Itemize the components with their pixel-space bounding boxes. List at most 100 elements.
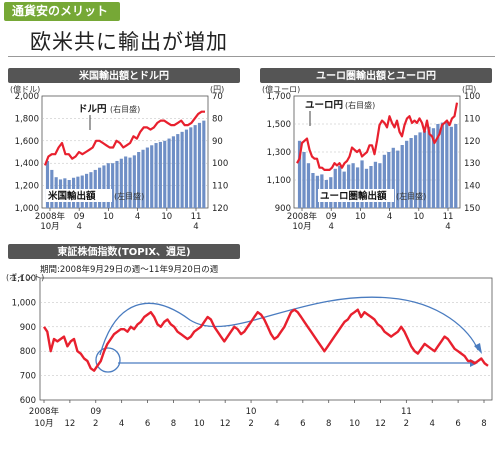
chart-2-bar xyxy=(413,135,418,208)
chart-2-bar xyxy=(445,121,449,208)
chart-2-bar-label: ユーロ圏輸出額 xyxy=(320,190,387,202)
chart-1-bar xyxy=(137,152,141,208)
chart-1-bar xyxy=(167,138,171,208)
chart-1-right-unit: (円) xyxy=(210,85,224,94)
chart-3-x-tick-label: 8 xyxy=(326,419,331,429)
chart-3-x-tick-label: 8 xyxy=(171,419,176,429)
chart-3-y-unit: (ポイント) xyxy=(6,273,44,282)
chart-2-bar xyxy=(378,163,382,208)
chart-3-x-tick-label: 09 xyxy=(90,407,101,417)
chart-1-left-tick-label: 1,000 xyxy=(15,204,39,214)
chart-3-low-point-circle xyxy=(95,347,121,373)
chart-3-x-tick-label: 6 xyxy=(145,419,150,429)
chart-2-bar xyxy=(405,140,409,208)
chart-2-bar xyxy=(333,168,337,208)
chart-2-bar xyxy=(440,122,445,208)
chart-2-x-tick-label: 4 xyxy=(328,222,333,232)
chart-1-x-tick-label: 4 xyxy=(76,222,81,232)
chart-3-trend-arrow-curve xyxy=(99,296,479,356)
chart-1-bar-label: 米国輸出額 xyxy=(47,190,96,202)
chart-2-bar xyxy=(373,161,378,208)
chart-2-x-tick-label: 2008年 xyxy=(287,211,318,222)
chart-1-bar xyxy=(176,134,180,208)
chart-2-x-tick-label: 4 xyxy=(445,222,450,232)
chart-3-title: 東証株価指数(TOPIX、週足) xyxy=(57,245,190,258)
chart-1-bar xyxy=(163,140,167,208)
chart-3-x-tick-label: 2008年 xyxy=(29,406,60,417)
chart-2-line xyxy=(296,102,459,171)
chart-1-left-tick-label: 1,400 xyxy=(15,159,39,169)
chart-2-left-tick-label: 900 xyxy=(275,204,291,214)
chart-2-bar-label-note: (左目盛) xyxy=(396,191,426,201)
chart-1-bar xyxy=(132,155,136,208)
chart-3-y-tick-label: 600 xyxy=(20,396,36,406)
chart-2-right-tick-label: 130 xyxy=(464,159,480,169)
chart-2-bar-label-bg xyxy=(318,189,394,202)
chart-2-bar xyxy=(449,126,453,208)
chart-2-bar xyxy=(436,124,440,208)
chart-2-line-label-note: (右目盛) xyxy=(345,100,375,110)
chart-2-right-tick-label: 140 xyxy=(464,182,480,192)
chart-2-bar xyxy=(418,132,422,208)
chart-3-subtitle: 期間:2008年9月29日の週〜11年9月20日の週 xyxy=(40,264,219,275)
chart-1-right-tick-label: 100 xyxy=(212,159,228,169)
chart-1-right-tick-label: 70 xyxy=(212,92,223,102)
chart-3-x-tick-label: 6 xyxy=(300,419,305,429)
chart-1-bar xyxy=(111,163,115,208)
chart-1-bar xyxy=(189,127,193,208)
chart-2-bar xyxy=(387,152,391,208)
chart-1-left-tick-label: 1,600 xyxy=(15,137,39,147)
chart-1-x-tick-label: 10 xyxy=(103,212,114,222)
chart-1-bar xyxy=(102,165,106,208)
chart-2-bar xyxy=(431,128,436,208)
chart-3-frame xyxy=(39,277,493,401)
chart-1-bar-label-bg xyxy=(46,189,112,202)
chart-1-bar xyxy=(184,129,189,208)
headline-divider xyxy=(8,56,495,57)
chart-3-x-tick-label: 4 xyxy=(430,419,435,429)
chart-1-bar xyxy=(98,167,102,208)
chart-1-line xyxy=(43,110,205,166)
chart-2-bar xyxy=(338,166,342,208)
chart-1-title: 米国輸出額とドル円 xyxy=(79,69,169,82)
chart-1-title-bg xyxy=(8,68,240,83)
chart-2-bar xyxy=(364,168,369,208)
chart-3-line xyxy=(43,308,489,372)
chart-2-bar xyxy=(400,145,404,208)
chart-3-x-tick-label: 4 xyxy=(119,419,124,429)
chart-2-x-tick-label: 09 xyxy=(326,212,337,222)
chart-3-x-tick-label: 6 xyxy=(455,419,460,429)
chart-1-x-tick-label: 10 xyxy=(161,212,172,222)
chart-2-bar xyxy=(454,124,458,208)
chart-2-bar xyxy=(409,138,413,208)
chart-1-bar xyxy=(158,141,162,208)
chart-3-x-tick-label: 2 xyxy=(93,419,98,429)
chart-2-bar xyxy=(351,163,355,208)
chart-2-bar xyxy=(311,173,315,208)
chart-1-bar xyxy=(141,149,145,208)
chart-1-x-tick-label: 4 xyxy=(135,212,140,222)
chart-1-bar xyxy=(180,131,184,208)
chart-2-right-tick-label: 150 xyxy=(464,204,480,214)
chart-2-left-tick-label: 1,100 xyxy=(267,176,291,186)
chart-3-x-tick-label: 2 xyxy=(248,419,253,429)
chart-1-left-tick-label: 1,200 xyxy=(15,182,39,192)
chart-3-x-tick-label: 8 xyxy=(481,419,486,429)
chart-3-y-tick-label: 800 xyxy=(20,347,36,357)
chart-3-x-tick-label: 11 xyxy=(401,407,412,417)
chart-3-x-tick-label: 12 xyxy=(375,419,386,429)
chart-2-x-tick-label: 10 xyxy=(413,212,424,222)
chart-1-x-tick-label: 4 xyxy=(193,222,198,232)
chart-2-right-tick-label: 110 xyxy=(464,114,480,124)
chart-1-bar xyxy=(128,157,132,208)
section-tag: 通貨安のメリット xyxy=(4,2,121,21)
chart-3-title-bg xyxy=(8,244,240,259)
chart-2-title: ユーロ圏輸出額とユーロ円 xyxy=(316,69,436,82)
chart-3-x-tick-label: 10 xyxy=(349,419,360,429)
chart-1-x-tick-label: 2008年 xyxy=(35,211,66,222)
chart-2-bar xyxy=(382,154,386,208)
chart-1-left-unit: (億ドル) xyxy=(10,84,40,94)
chart-2-right-tick-label: 120 xyxy=(464,137,480,147)
chart-1-bar xyxy=(124,156,128,208)
chart-1-x-tick-label: 11 xyxy=(191,212,202,222)
